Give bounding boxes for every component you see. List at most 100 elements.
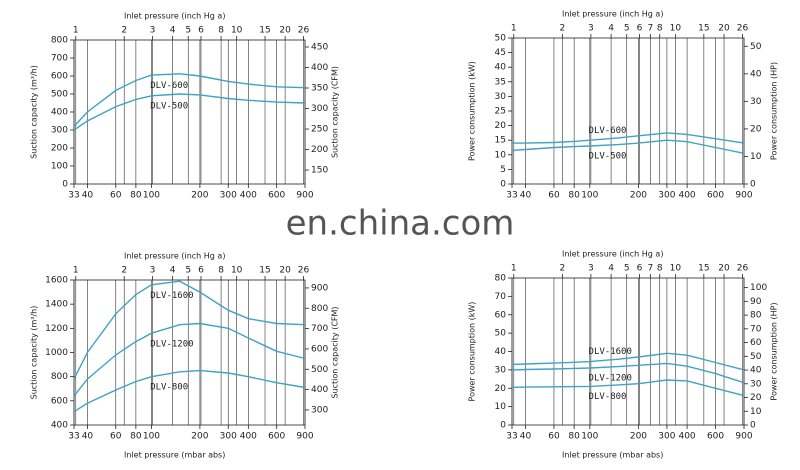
y-tick-label: 70 — [495, 292, 507, 302]
x2-tick-label: 4 — [170, 26, 176, 36]
x2-tick-label: 4 — [608, 24, 614, 34]
x2-tick-label: 15 — [259, 266, 270, 276]
y-tick-label: 400 — [51, 108, 68, 118]
series-label: DLV-500 — [150, 102, 188, 112]
x2-tick-label: 5 — [624, 264, 630, 274]
series-label: DLV-600 — [589, 126, 627, 136]
plot-frame — [73, 279, 306, 426]
x2-tick-label: 20 — [279, 26, 291, 36]
x-tick-label: 300 — [658, 191, 675, 201]
x-tick-label: 60 — [548, 432, 560, 442]
x-tick-label: 300 — [220, 191, 237, 201]
x-tick-label: 100 — [143, 432, 160, 442]
x2-tick-label: 2 — [560, 264, 566, 274]
series-label: DLV-1600 — [589, 347, 632, 357]
y2-tick-label: 10 — [750, 152, 762, 162]
series-line — [73, 93, 306, 131]
x2-tick-label: 8 — [657, 24, 663, 34]
x-tick-label: 300 — [658, 432, 675, 442]
y2-tick-label: 800 — [311, 304, 328, 314]
y-tick-label: 20 — [495, 384, 507, 394]
y2-axis-title: Power consumption (HP) — [770, 302, 779, 400]
y2-axis-title: Power consumption (HP) — [770, 62, 779, 160]
y-tick-label: 100 — [51, 162, 68, 172]
x-tick-label: 33 — [68, 432, 79, 442]
y2-tick-label: 300 — [311, 405, 328, 415]
y2-tick-label: 40 — [750, 69, 762, 79]
x-tick-label: 200 — [630, 191, 647, 201]
series-line — [511, 362, 745, 384]
y-tick-label: 700 — [51, 54, 68, 64]
y-tick-label: 800 — [51, 372, 68, 382]
y2-tick-label: 70 — [750, 324, 762, 334]
y-tick-label: 40 — [495, 347, 507, 357]
x2-tick-label: 5 — [185, 26, 191, 36]
series-label: DLV-800 — [150, 383, 188, 393]
x2-tick-label: 8 — [657, 264, 663, 274]
y-tick-label: 50 — [495, 34, 507, 44]
x-tick-label: 60 — [548, 191, 560, 201]
x2-tick-label: 6 — [637, 24, 643, 34]
y-tick-label: 600 — [51, 396, 68, 406]
y-tick-label: 5 — [500, 165, 506, 175]
x-tick-label: 400 — [678, 432, 695, 442]
x-tick-label: 600 — [707, 191, 724, 201]
series-line — [73, 73, 306, 127]
series-line — [511, 379, 745, 397]
x2-tick-label: 3 — [588, 24, 594, 34]
series-label: DLV-1600 — [150, 291, 193, 301]
x-tick-label: 80 — [568, 191, 580, 201]
series-line — [512, 132, 745, 144]
series-line — [511, 139, 745, 154]
y2-tick-label: 80 — [750, 311, 762, 321]
y2-tick-label: 450 — [311, 42, 328, 52]
y-tick-label: 200 — [51, 144, 68, 154]
y-tick-label: 10 — [495, 150, 507, 160]
x2-tick-label: 15 — [698, 24, 709, 34]
x2-tick-label: 3 — [150, 266, 156, 276]
x2-tick-label: 2 — [560, 24, 566, 34]
y2-tick-label: 300 — [311, 104, 328, 114]
x2-tick-label: 1 — [511, 24, 517, 34]
x2-tick-label: 4 — [170, 266, 176, 276]
y2-tick-label: 90 — [750, 297, 762, 307]
x2-tick-label: 5 — [185, 266, 191, 276]
y2-tick-label: 600 — [311, 344, 328, 354]
x-tick-label: 60 — [110, 191, 122, 201]
x-tick-label: 900 — [296, 432, 313, 442]
x2-tick-label: 20 — [279, 266, 291, 276]
y2-tick-label: 200 — [311, 145, 328, 155]
series-line — [73, 280, 306, 380]
y2-tick-label: 50 — [750, 42, 762, 52]
x-tick-label: 40 — [82, 432, 94, 442]
y-tick-label: 60 — [495, 310, 507, 320]
x2-tick-label: 15 — [259, 26, 270, 36]
y2-tick-label: 20 — [750, 393, 762, 403]
y-tick-label: 1600 — [45, 276, 68, 286]
y-axis-title: Suction capacity (m³/h) — [30, 306, 39, 400]
y-tick-label: 0 — [500, 180, 506, 190]
y-tick-label: 25 — [495, 107, 506, 117]
series-label: DLV-1200 — [150, 339, 193, 349]
x-axis-title: Inlet pressure (mbar abs) — [124, 451, 225, 460]
y2-tick-label: 30 — [750, 97, 762, 107]
x2-tick-label: 6 — [637, 264, 643, 274]
y-tick-label: 600 — [51, 72, 68, 82]
y-tick-label: 45 — [495, 48, 506, 58]
x2-tick-label: 4 — [608, 264, 614, 274]
y2-tick-label: 250 — [311, 125, 328, 135]
x2-tick-label: 10 — [670, 264, 682, 274]
y2-tick-label: 30 — [750, 379, 762, 389]
x-tick-label: 33 — [68, 191, 79, 201]
y-tick-label: 0 — [62, 180, 68, 190]
x2-axis-title: Inlet pressure (inch Hg a) — [124, 12, 225, 21]
x2-tick-label: 1 — [511, 264, 517, 274]
x-tick-label: 400 — [240, 191, 257, 201]
x2-tick-label: 1 — [73, 266, 79, 276]
x-tick-label: 200 — [191, 432, 208, 442]
y-tick-label: 20 — [495, 121, 507, 131]
x-tick-label: 600 — [268, 191, 285, 201]
y-tick-label: 400 — [51, 421, 68, 431]
x-tick-label: 40 — [520, 191, 532, 201]
